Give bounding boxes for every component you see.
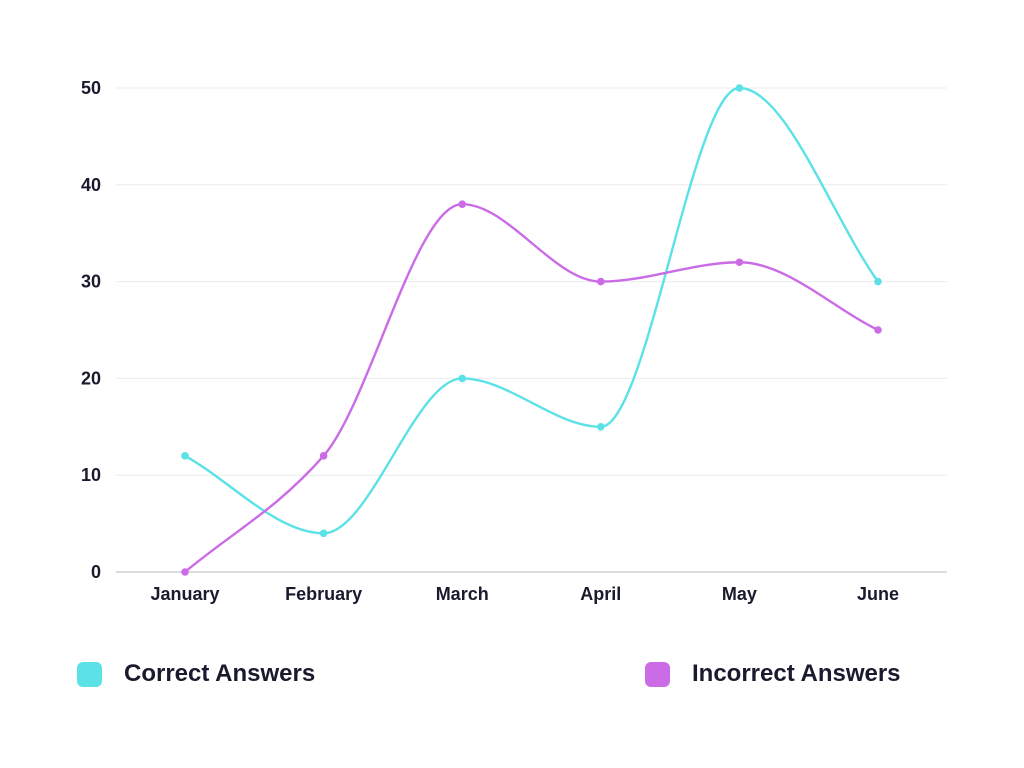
data-point-correct-february bbox=[319, 529, 328, 538]
x-tick-label: March bbox=[436, 584, 489, 604]
series-lines bbox=[181, 84, 882, 576]
x-tick-label: February bbox=[285, 584, 362, 604]
legend-item-correct-answers: Correct Answers bbox=[77, 660, 315, 688]
y-tick-label: 0 bbox=[91, 562, 101, 582]
data-point-incorrect-january bbox=[181, 568, 189, 576]
data-point-correct-january bbox=[181, 452, 189, 460]
data-point-incorrect-march bbox=[458, 200, 467, 208]
y-tick-label: 10 bbox=[81, 465, 101, 485]
legend-label-correct: Correct Answers bbox=[124, 660, 316, 687]
data-point-incorrect-may bbox=[735, 258, 744, 267]
x-tick-label: April bbox=[580, 584, 621, 604]
x-tick-label: May bbox=[722, 584, 757, 604]
y-tick-label: 20 bbox=[81, 368, 101, 388]
legend-item-incorrect-answers: Incorrect Answers bbox=[645, 660, 901, 688]
y-axis-ticks: 0 10 20 30 40 50 bbox=[81, 78, 101, 582]
line-chart: 0 10 20 30 40 50 January February March April May… bbox=[81, 78, 947, 604]
y-tick-label: 50 bbox=[81, 78, 101, 98]
data-point-correct-june bbox=[874, 277, 882, 286]
series-line-incorrect bbox=[183, 202, 880, 574]
x-axis-ticks: January February March April May June bbox=[150, 584, 899, 604]
series-line-correct bbox=[183, 86, 880, 535]
data-point-correct-april bbox=[597, 423, 605, 431]
legend-swatch-correct bbox=[77, 661, 102, 687]
data-point-correct-may bbox=[735, 84, 744, 92]
y-tick-label: 40 bbox=[81, 175, 101, 195]
y-tick-label: 30 bbox=[81, 272, 101, 292]
data-point-correct-march bbox=[458, 374, 467, 383]
legend-label-incorrect: Incorrect Answers bbox=[692, 660, 901, 687]
data-point-incorrect-june bbox=[874, 326, 882, 334]
data-point-incorrect-february bbox=[319, 452, 328, 460]
grid-lines bbox=[116, 87, 947, 573]
data-point-incorrect-april bbox=[597, 277, 605, 286]
x-tick-label: January bbox=[150, 584, 219, 604]
legend-swatch-incorrect bbox=[645, 661, 670, 687]
x-tick-label: June bbox=[857, 584, 899, 604]
